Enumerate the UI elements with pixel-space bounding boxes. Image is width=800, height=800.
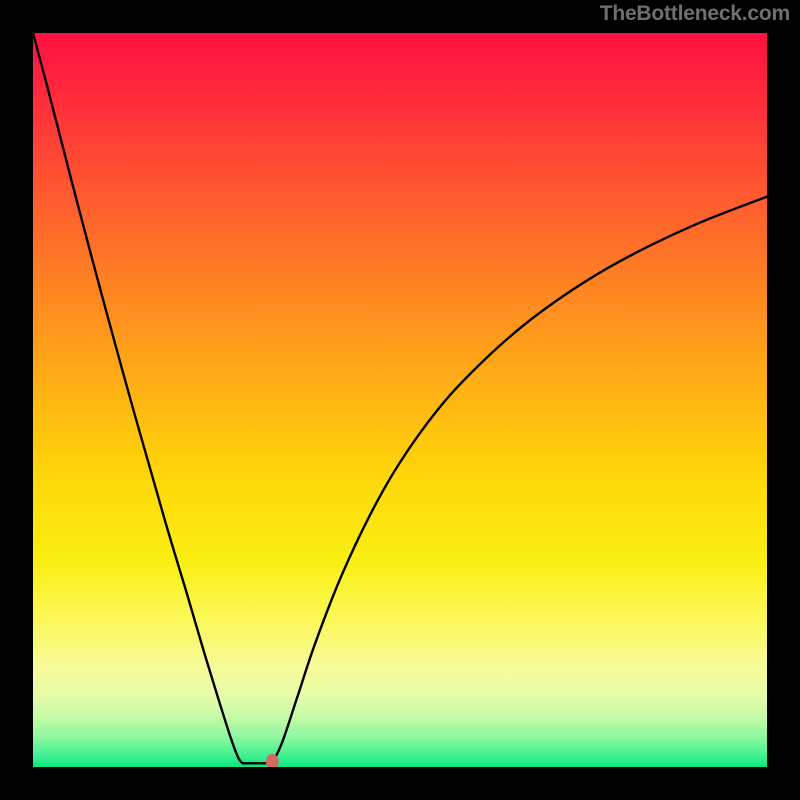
watermark-text: TheBottleneck.com xyxy=(600,2,790,26)
chart-canvas: TheBottleneck.com xyxy=(0,0,800,800)
plot-svg xyxy=(33,33,767,767)
plot-area xyxy=(33,33,767,767)
gradient-background xyxy=(33,33,767,767)
